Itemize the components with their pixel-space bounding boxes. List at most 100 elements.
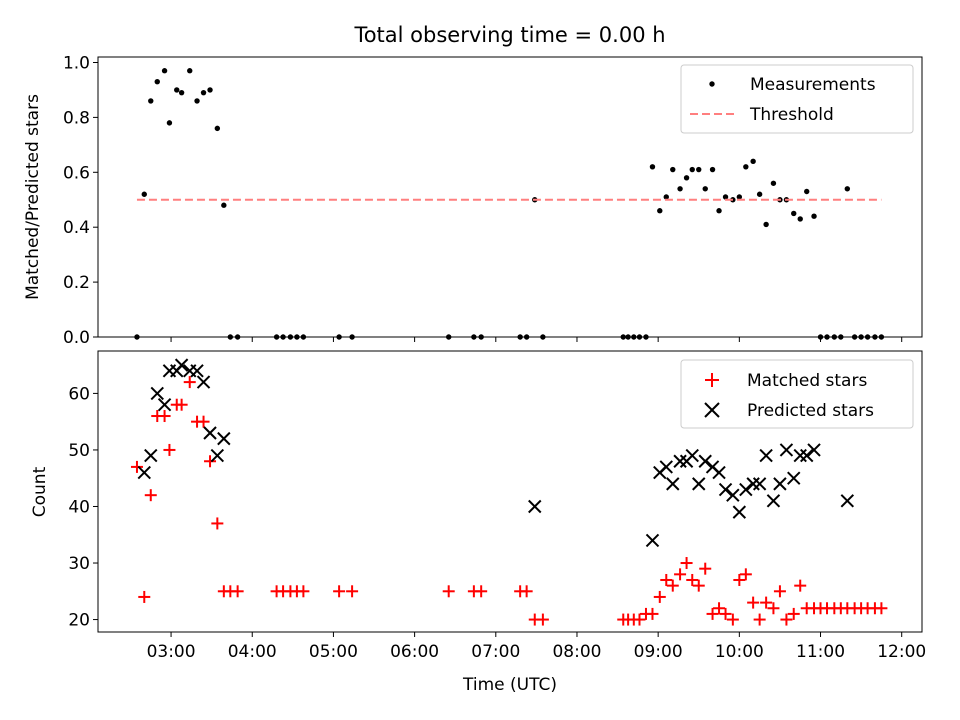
measurement-point: [194, 98, 200, 104]
matched-stars-point: [713, 602, 726, 615]
matched-stars-point: [680, 557, 693, 570]
matched-stars-point: [130, 460, 143, 473]
matched-stars-point: [753, 613, 766, 626]
top-panel-legend: Measurements Threshold: [680, 64, 914, 134]
measurement-point: [696, 166, 702, 173]
predicted-stars-point: [739, 482, 753, 497]
legend-predicted-stars-label: Predicted stars: [747, 401, 874, 421]
matched-stars-point: [163, 443, 176, 456]
measurement-point: [763, 221, 769, 228]
matched-stars-point: [475, 585, 488, 598]
x-tick-label: 09:00: [634, 642, 683, 662]
y-tick-label: 0.6: [63, 163, 90, 183]
measurement-point: [221, 202, 227, 208]
y-tick-label: 50: [68, 441, 90, 461]
matched-stars-point: [346, 585, 359, 598]
legend-predicted-stars-marker: [704, 402, 720, 418]
y-tick-label: 40: [68, 497, 90, 517]
x-tick-label: 12:00: [877, 642, 926, 662]
x-tick-label: 05:00: [309, 642, 358, 662]
y-tick-label: 0.4: [63, 218, 90, 238]
measurement-point: [689, 166, 695, 173]
bottom-panel-y-axis-label: Count: [30, 466, 50, 517]
measurement-point: [709, 166, 716, 173]
predicted-stars-point: [787, 471, 801, 485]
predicted-stars-point: [150, 386, 164, 401]
matched-stars-point: [739, 568, 752, 581]
matched-stars-point: [646, 607, 659, 620]
predicted-stars-point: [144, 448, 158, 463]
predicted-stars-point: [800, 448, 814, 463]
measurement-point: [174, 87, 180, 93]
predicted-stars-point: [196, 375, 211, 389]
y-tick-label: 30: [68, 554, 90, 574]
y-tick-label: 20: [68, 611, 90, 631]
matched-stars-point: [794, 579, 807, 592]
top-panel-legend-box: [680, 64, 914, 134]
matched-stars-point: [520, 585, 533, 598]
y-tick-label: 1.0: [63, 53, 90, 73]
y-tick-label: 0.8: [63, 108, 90, 128]
predicted-stars-point: [766, 494, 781, 508]
predicted-stars-point: [174, 358, 189, 372]
measurement-point: [736, 194, 743, 200]
predicted-stars-point: [645, 533, 660, 548]
predicted-stars-point: [210, 448, 225, 463]
x-tick-label: 07:00: [471, 642, 520, 662]
legend-matched-stars-label: Matched stars: [747, 371, 867, 391]
measurement-point: [148, 98, 154, 104]
matched-stars-point: [787, 607, 800, 620]
measurement-point: [797, 216, 803, 222]
matched-stars-point: [719, 607, 732, 620]
measurement-point: [166, 120, 173, 126]
matched-stars-point: [666, 579, 679, 592]
matched-stars-point: [442, 585, 455, 598]
x-axis-label: Time (UTC): [462, 675, 557, 695]
measurement-point: [750, 158, 756, 165]
matched-stars-point: [773, 585, 786, 598]
measurement-point: [743, 164, 749, 170]
predicted-stars-point: [718, 482, 733, 497]
bottom-panel-frame: [97, 350, 923, 633]
predicted-stars-point: [712, 465, 726, 480]
predicted-stars-point: [190, 364, 204, 378]
predicted-stars-point: [157, 398, 172, 412]
x-tick-label: 06:00: [390, 642, 439, 662]
matched-stars-point: [333, 585, 346, 598]
matched-stars-point: [875, 602, 888, 615]
measurement-point: [670, 166, 676, 173]
matched-stars-point: [144, 489, 157, 502]
predicted-stars-point: [203, 426, 217, 440]
measurement-point: [844, 186, 851, 192]
measurement-point: [141, 191, 147, 197]
predicted-stars-point: [698, 454, 712, 468]
predicted-stars-point: [779, 443, 794, 457]
matched-stars-point: [536, 613, 549, 626]
matched-stars-point: [175, 398, 188, 411]
matched-stars-point: [204, 455, 217, 468]
predicted-stars-point: [137, 465, 151, 480]
matched-stars-point: [197, 415, 210, 428]
predicted-stars-point: [746, 477, 760, 491]
predicted-stars-point: [692, 477, 706, 491]
measurement-point: [663, 194, 669, 200]
matched-stars-point: [231, 585, 244, 598]
x-tick-label: 04:00: [228, 642, 277, 662]
legend-matched-stars-marker: [705, 373, 719, 387]
measurement-point: [154, 79, 160, 85]
predicted-stars-point: [666, 477, 680, 491]
measurement-point: [214, 125, 221, 132]
measurement-point: [207, 87, 213, 93]
predicted-stars-point: [759, 448, 773, 463]
matched-stars-point: [726, 613, 739, 626]
matched-stars-point: [633, 613, 646, 626]
matched-stars-point: [660, 573, 673, 586]
legend-measurements-label: Measurements: [750, 75, 876, 95]
matched-stars-point: [183, 376, 196, 389]
measurement-point: [791, 210, 797, 217]
measurement-point: [722, 194, 729, 200]
measurement-point: [187, 68, 193, 74]
measurement-point: [178, 89, 185, 96]
matched-stars-point: [211, 517, 224, 530]
predicted-stars-point: [528, 499, 542, 514]
